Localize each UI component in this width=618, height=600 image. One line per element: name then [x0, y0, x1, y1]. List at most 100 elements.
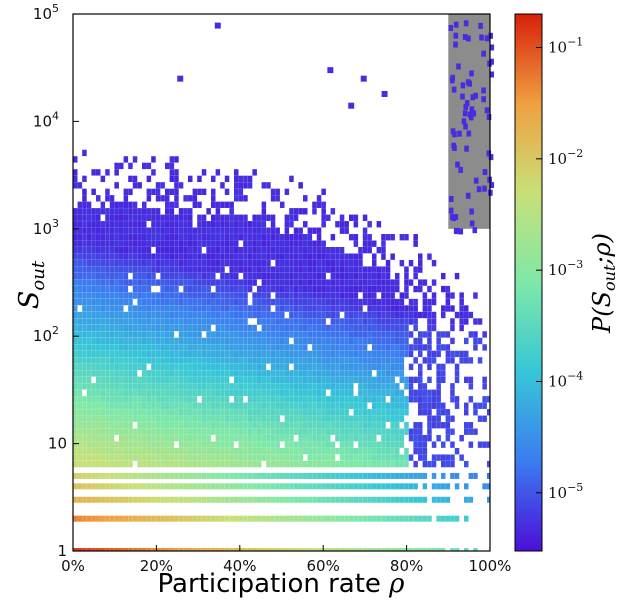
heatmap-cell — [174, 454, 179, 461]
heatmap-cell — [243, 195, 248, 202]
heatmap-cell — [344, 318, 349, 325]
heatmap-cell — [86, 447, 92, 455]
heatmap-cell — [142, 266, 147, 273]
heatmap-cell — [238, 337, 244, 345]
heatmap-cell — [165, 483, 170, 490]
heatmap-cell — [257, 496, 262, 503]
heatmap-cell — [197, 318, 202, 325]
heatmap-cell — [197, 376, 202, 384]
heatmap-cell — [275, 344, 280, 351]
heatmap-cell — [114, 169, 119, 176]
heatmap-cell — [307, 259, 313, 267]
heatmap-cell — [316, 234, 322, 241]
heatmap-cell — [151, 253, 156, 260]
heatmap-cell — [349, 447, 354, 455]
heatmap-cell — [128, 396, 133, 403]
heatmap-cell — [201, 428, 207, 435]
heatmap-cell — [234, 266, 239, 273]
heatmap-cell — [119, 221, 124, 228]
heatmap-cell — [422, 357, 428, 364]
heatmap-cell — [247, 389, 253, 396]
heatmap-cell — [96, 460, 101, 468]
heatmap-cell — [206, 240, 211, 247]
heatmap-cell — [441, 548, 446, 551]
heatmap-cell — [376, 305, 382, 312]
heatmap-cell — [335, 483, 340, 490]
heatmap-cell — [293, 272, 299, 280]
heatmap-cell — [165, 515, 170, 522]
heatmap-cell — [390, 363, 395, 371]
heatmap-cell — [174, 201, 179, 208]
heatmap-cell — [293, 214, 299, 221]
heatmap-cell — [376, 428, 382, 435]
heatmap-cell — [224, 240, 230, 247]
heatmap-cell — [362, 266, 368, 273]
heatmap-cell — [119, 318, 124, 325]
heatmap-cell — [238, 422, 244, 429]
heatmap-cell — [215, 208, 221, 215]
heatmap-cell — [252, 234, 257, 241]
heatmap-cell — [362, 402, 368, 409]
heatmap-cell — [335, 266, 340, 273]
heatmap-cell — [128, 337, 133, 345]
heatmap-cell — [381, 363, 386, 371]
heatmap-cell — [146, 337, 152, 345]
heatmap-cell — [266, 402, 271, 409]
heatmap-cell — [344, 253, 349, 260]
heatmap-cell — [307, 324, 313, 332]
heatmap-cell — [160, 285, 165, 293]
heatmap-cell — [459, 435, 464, 442]
heatmap-cell — [151, 240, 156, 247]
heatmap-cell — [105, 285, 110, 293]
heatmap-cell — [418, 344, 423, 351]
heatmap-cell — [427, 460, 432, 468]
heatmap-cell — [289, 305, 294, 312]
heatmap-cell — [266, 311, 271, 319]
heatmap-cell — [105, 324, 110, 332]
heatmap-cell — [211, 201, 216, 208]
heatmap-cell — [266, 350, 271, 358]
heatmap-cell — [77, 337, 83, 345]
heatmap-cell — [307, 402, 313, 409]
heatmap-cell — [321, 253, 326, 260]
heatmap-cell — [326, 214, 331, 221]
heatmap-cell — [192, 201, 198, 208]
heatmap-cell — [119, 376, 124, 384]
heatmap-cell — [96, 344, 101, 351]
heatmap-cell — [316, 396, 322, 403]
heatmap-cell — [188, 337, 193, 345]
heatmap-cell — [427, 318, 432, 325]
heatmap-cell — [142, 240, 147, 247]
heatmap-cell — [155, 337, 161, 345]
heatmap-cell — [473, 292, 478, 299]
heatmap-cell — [114, 285, 119, 293]
heatmap-cell — [165, 383, 170, 390]
heatmap-cell — [289, 221, 294, 228]
heatmap-cell — [188, 383, 193, 390]
heatmap-cell — [151, 383, 156, 390]
heatmap-cell — [114, 259, 119, 267]
heatmap-cell — [100, 422, 106, 429]
heatmap-cell — [91, 272, 96, 280]
heatmap-cell — [211, 279, 216, 286]
heatmap-cell — [353, 324, 359, 332]
heatmap-cell — [252, 389, 257, 396]
heatmap-cell — [303, 447, 308, 455]
heatmap-cell — [482, 331, 487, 338]
heatmap-cell — [100, 376, 106, 384]
heatmap-cell — [165, 162, 170, 170]
heatmap-cell — [132, 253, 138, 260]
heatmap-cell — [137, 259, 142, 267]
heatmap-cell — [224, 402, 230, 409]
heatmap-cell — [206, 221, 211, 228]
heatmap-cell — [422, 460, 428, 468]
heatmap-cell — [270, 221, 276, 228]
heatmap-cell — [280, 357, 285, 364]
heatmap-cell — [367, 240, 372, 247]
heatmap-cell — [201, 344, 207, 351]
heatmap-cell — [298, 272, 303, 280]
heatmap-cell — [192, 195, 198, 202]
heatmap-cell — [142, 357, 147, 364]
heatmap-cell — [160, 324, 165, 332]
heatmap-cell — [275, 285, 280, 293]
